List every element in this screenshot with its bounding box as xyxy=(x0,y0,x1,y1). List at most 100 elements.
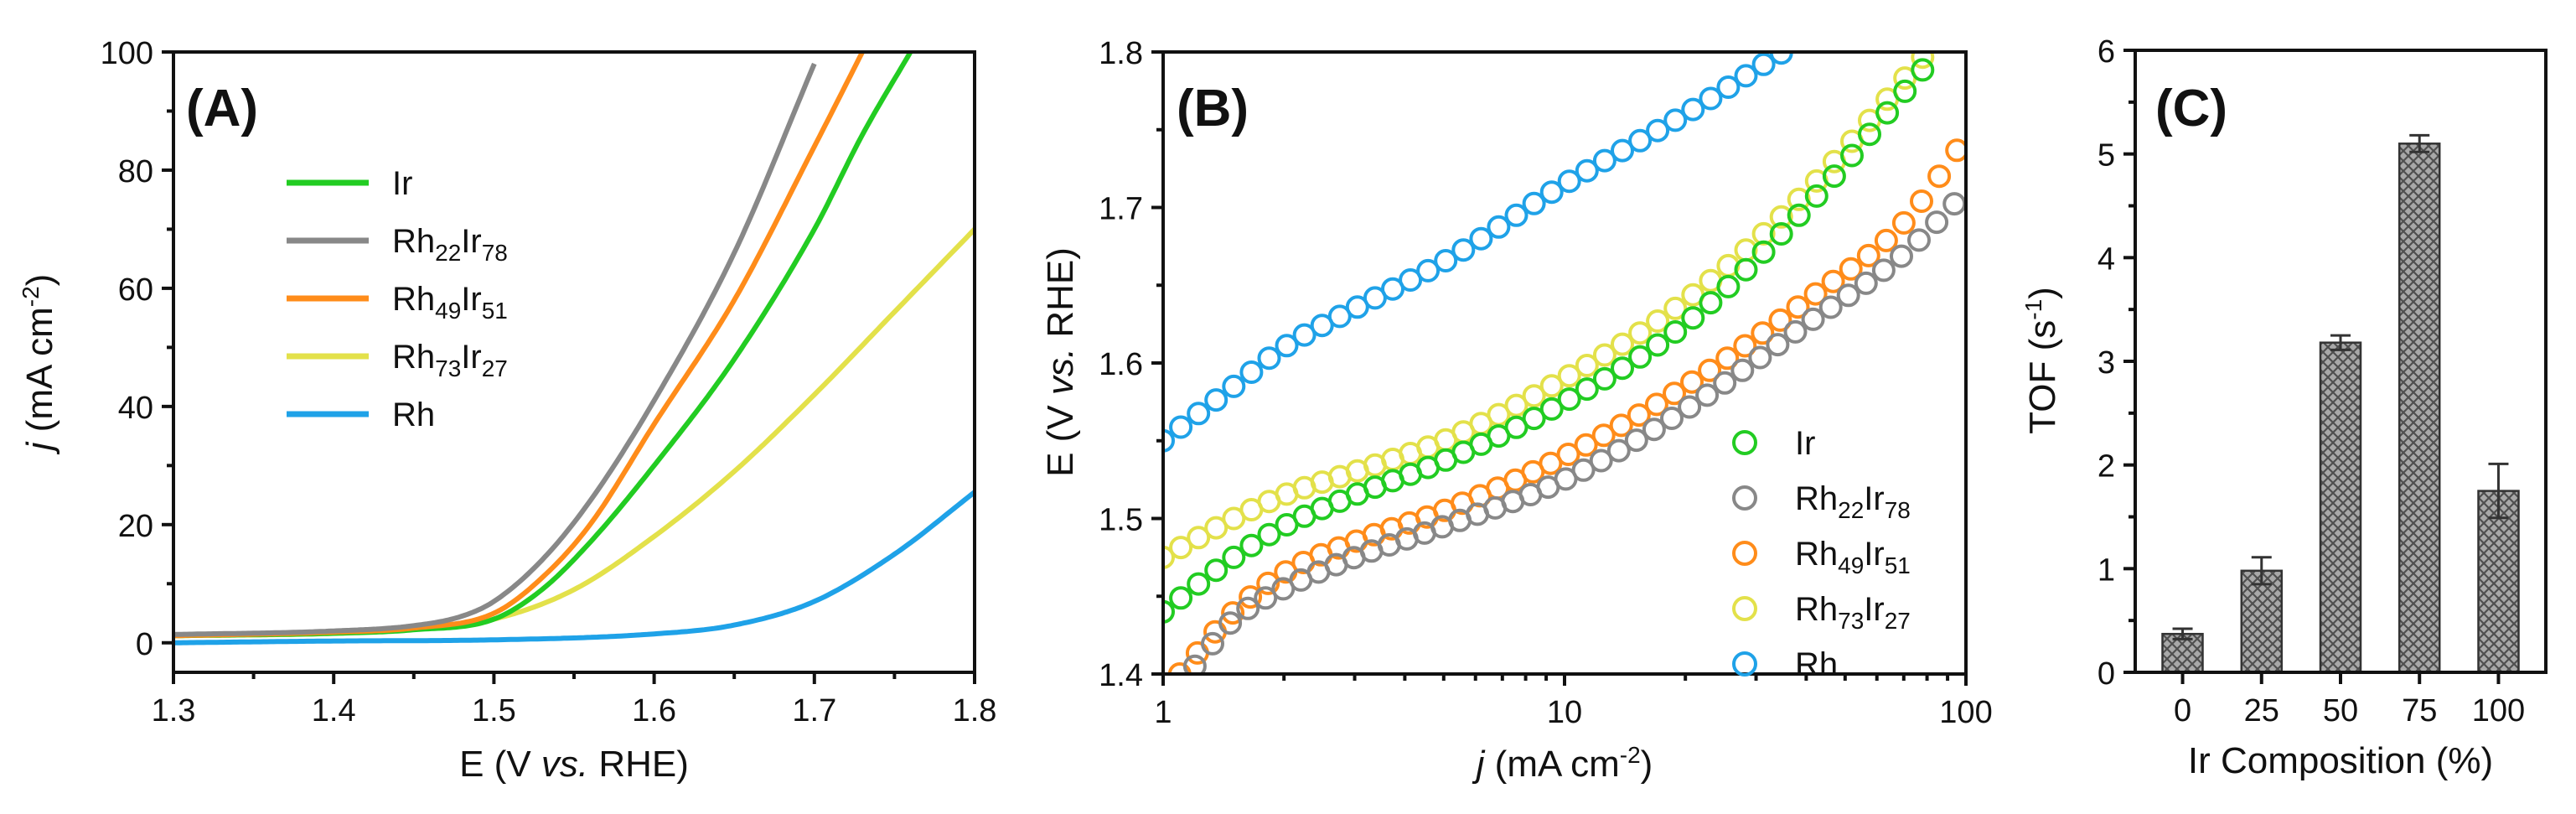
panel-b-marker-rh xyxy=(1275,334,1299,358)
panel-b-marker-rh73ir27 xyxy=(1592,343,1616,367)
panel-a-legend: Ir Rh22Ir78 Rh49Ir51 Rh73Ir27 Rh xyxy=(287,165,508,433)
panel-b-marker-rh73ir27 xyxy=(1787,187,1811,211)
panel-b-marker-ir xyxy=(1681,306,1705,330)
panel-c-y-tick-label: 0 xyxy=(2098,656,2115,692)
panel-b-marker-ir xyxy=(1822,164,1846,189)
panel-b-marker-rh73ir27 xyxy=(1911,52,1935,70)
panel-b-marker-rh73ir27 xyxy=(1663,296,1688,320)
panel-b-marker-rh22ir78 xyxy=(1713,371,1737,395)
panel-b-marker-rh49ir51 xyxy=(1874,228,1898,252)
panel-a-legend-entry-rh49ir51: Rh49Ir51 xyxy=(392,281,508,324)
panel-b-series-markers xyxy=(1163,52,1966,674)
panel-b-marker-rh22ir78 xyxy=(1624,428,1648,453)
panel-a-series-line-rh22ir78 xyxy=(173,62,817,637)
panel-b-marker-rh73ir27 xyxy=(1204,516,1229,540)
panel-b-marker-rh22ir78 xyxy=(1942,192,1966,216)
panel-a-x-tick-label: 1.4 xyxy=(312,693,356,728)
panel-a-line-chart: 1.3 1.4 1.5 1.6 1.7 1.8 0 20 40 60 80 100 (A) E (V… xyxy=(18,36,996,785)
panel-a-x-tick-label: 1.8 xyxy=(953,693,997,728)
panel-b-y-axis-title: E (V vs. RHE) xyxy=(1040,247,1081,477)
panel-b-legend-entry-rh49ir51: Rh49Ir51 xyxy=(1795,536,1911,578)
panel-b-ticks xyxy=(1151,50,1968,686)
panel-b-marker-rh xyxy=(1681,97,1705,122)
panel-b-marker-rh49ir51 xyxy=(1768,308,1792,332)
panel-a-x-tick-label: 1.3 xyxy=(152,693,196,728)
panel-b-legend-marker-ir xyxy=(1732,430,1757,455)
panel-b-marker-rh22ir78 xyxy=(1925,210,1949,235)
panel-b-marker-rh xyxy=(1699,86,1723,111)
panel-b-marker-ir xyxy=(1163,599,1175,624)
panel-b-y-tick-label: 1.7 xyxy=(1099,192,1143,227)
panel-b-marker-rh xyxy=(1399,268,1423,292)
panel-b-marker-rh22ir78 xyxy=(1218,611,1243,635)
panel-a-y-tick-label: 0 xyxy=(136,627,153,662)
panel-b-marker-rh73ir27 xyxy=(1575,354,1599,377)
panel-b-y-tick-label: 1.5 xyxy=(1099,503,1143,538)
panel-a-x-axis-title: E (V vs. RHE) xyxy=(459,744,689,785)
panel-b-marker-rh49ir51 xyxy=(1927,164,1952,189)
panel-b-marker-rh xyxy=(1363,286,1387,310)
panel-b-marker-ir xyxy=(1592,366,1616,391)
panel-b-marker-ir xyxy=(1169,586,1193,610)
panel-a-y-tick-label: 20 xyxy=(118,509,153,544)
panel-b-marker-rh49ir51 xyxy=(1680,370,1704,394)
panel-b-marker-rh49ir51 xyxy=(1733,334,1757,358)
panel-c-bar-50 xyxy=(2319,341,2362,674)
panel-b-marker-rh22ir78 xyxy=(1571,458,1596,482)
panel-b-marker-rh22ir78 xyxy=(1678,395,1702,419)
panel-b-marker-rh22ir78 xyxy=(1642,417,1666,442)
panel-b-y-tick-label: 1.8 xyxy=(1099,36,1143,71)
panel-b-marker-rh xyxy=(1345,295,1369,319)
panel-b-marker-ir xyxy=(1893,79,1917,103)
panel-c-x-axis-title: Ir Composition (%) xyxy=(2188,740,2493,781)
panel-b-marker-rh xyxy=(1310,314,1334,338)
panel-b-marker-rh xyxy=(1292,323,1316,347)
panel-b-marker-ir xyxy=(1239,533,1264,557)
panel-b-marker-rh49ir51 xyxy=(1786,295,1810,319)
panel-a-y-tick-label: 80 xyxy=(118,154,153,189)
panel-b-label: (B) xyxy=(1177,80,1249,137)
panel-b-marker-ir xyxy=(1840,143,1864,168)
panel-a-legend-entry-rh: Rh xyxy=(392,397,435,433)
panel-b-marker-rh22ir78 xyxy=(1236,596,1260,620)
panel-b-legend-entry-rh: Rh xyxy=(1795,646,1838,683)
panel-b-marker-rh49ir51 xyxy=(1715,346,1740,371)
panel-b-marker-rh22ir78 xyxy=(1836,283,1860,308)
panel-b-marker-rh xyxy=(1434,249,1458,272)
panel-b-marker-rh49ir51 xyxy=(1803,282,1828,306)
panel-a-y-tick-label: 100 xyxy=(101,36,153,71)
panel-b-marker-rh xyxy=(1575,158,1599,183)
panel-b-legend-marker-rh73ir27 xyxy=(1732,596,1757,621)
panel-b-marker-rh49ir51 xyxy=(1751,321,1775,345)
panel-b-marker-rh49ir51 xyxy=(1821,269,1845,293)
panel-b-marker-rh xyxy=(1751,52,1776,76)
panel-b-marker-ir xyxy=(1663,320,1688,344)
panel-a-y-tick-label: 60 xyxy=(118,272,153,308)
panel-a-x-tick-labels: 1.3 1.4 1.5 1.6 1.7 1.8 xyxy=(152,693,997,728)
panel-c-bar-75 xyxy=(2398,143,2441,674)
panel-b-marker-rh49ir51 xyxy=(1167,662,1192,674)
panel-b-marker-rh49ir51 xyxy=(1556,443,1580,466)
panel-b-marker-rh22ir78 xyxy=(1783,319,1808,344)
panel-b-marker-ir xyxy=(1699,291,1723,315)
panel-c-x-tick-label: 75 xyxy=(2402,693,2437,728)
panel-b-marker-ir xyxy=(1539,397,1564,421)
panel-b-y-tick-label: 1.4 xyxy=(1099,658,1143,693)
panel-b-legend-entry-ir: Ir xyxy=(1795,425,1815,462)
panel-b-marker-rh73ir27 xyxy=(1187,526,1211,550)
panel-b-marker-rh xyxy=(1381,277,1404,301)
panel-b-x-tick-label: 100 xyxy=(1939,695,1992,730)
panel-b-marker-rh22ir78 xyxy=(1766,333,1790,357)
panel-b-marker-rh22ir78 xyxy=(1890,244,1913,268)
panel-b-marker-ir xyxy=(1522,407,1546,431)
panel-b-marker-rh xyxy=(1239,360,1264,384)
panel-c-y-axis-title: TOF (s-1) xyxy=(2020,287,2063,434)
panel-b-marker-rh73ir27 xyxy=(1751,221,1776,246)
panel-b-legend-entry-rh22ir78: Rh22Ir78 xyxy=(1795,480,1911,523)
panel-b-marker-ir xyxy=(1628,345,1653,369)
panel-b-marker-rh49ir51 xyxy=(1856,243,1880,267)
panel-c-y-tick-label: 3 xyxy=(2098,345,2115,381)
panel-b-marker-rh73ir27 xyxy=(1163,545,1175,569)
panel-c-y-tick-label: 2 xyxy=(2098,449,2115,485)
